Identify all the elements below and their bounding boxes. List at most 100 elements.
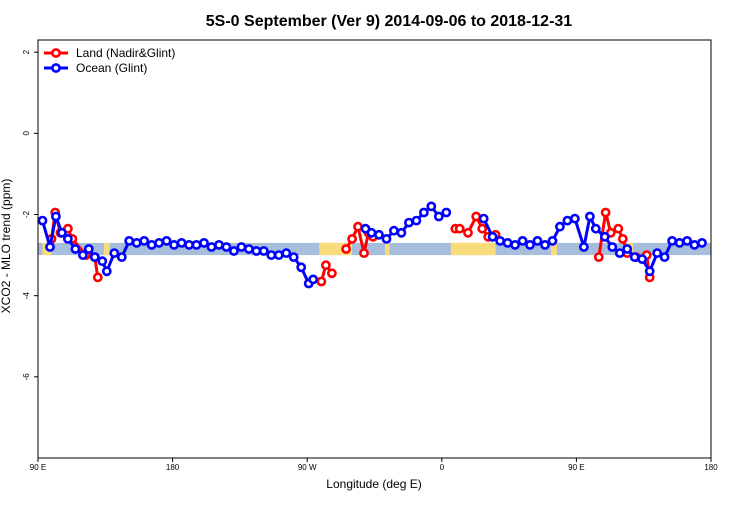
data-point xyxy=(433,211,444,222)
data-point xyxy=(617,233,628,244)
x-tick-label: 90 E xyxy=(30,463,46,472)
data-point xyxy=(97,256,108,267)
data-point xyxy=(426,201,437,212)
data-point xyxy=(613,223,624,234)
data-point xyxy=(570,213,580,224)
data-point xyxy=(146,239,157,250)
x-tick-label: 90 E xyxy=(568,463,584,472)
series-layer xyxy=(37,201,707,289)
data-point xyxy=(555,221,565,232)
data-point xyxy=(70,244,81,254)
data-point xyxy=(347,233,357,244)
y-axis: 2 0 -2 -4 -6 xyxy=(22,49,38,380)
data-point xyxy=(51,211,61,222)
data-point xyxy=(644,266,655,277)
data-point xyxy=(682,235,692,246)
data-point xyxy=(674,237,685,248)
data-point xyxy=(463,227,473,238)
data-point xyxy=(63,233,73,244)
data-point xyxy=(622,244,633,254)
data-point xyxy=(471,211,482,222)
data-point xyxy=(191,239,202,250)
data-point xyxy=(667,235,677,246)
legend-swatch-marker xyxy=(51,63,61,73)
data-point xyxy=(590,223,601,234)
data-point xyxy=(236,242,247,252)
data-point xyxy=(266,250,277,260)
data-point xyxy=(607,242,618,252)
data-point xyxy=(154,237,164,248)
x-axis: 90 E 180 90 W 0 90 E 180 xyxy=(30,458,718,472)
data-point xyxy=(637,254,648,264)
data-point xyxy=(381,233,392,244)
data-point xyxy=(169,239,179,250)
data-point xyxy=(139,235,150,246)
land-band-segment xyxy=(450,242,496,256)
data-point xyxy=(540,239,550,250)
x-tick-label: 180 xyxy=(166,463,180,472)
legend-item: Land (Nadir&Glint) xyxy=(44,46,175,60)
data-point xyxy=(161,235,172,246)
data-point xyxy=(109,248,120,258)
data-point xyxy=(308,274,319,285)
data-point xyxy=(599,231,610,242)
land-band-segment xyxy=(550,242,557,256)
y-tick-label: 2 xyxy=(22,49,31,54)
data-point xyxy=(281,248,292,258)
data-point xyxy=(57,227,67,238)
data-point xyxy=(359,248,369,258)
data-point xyxy=(243,244,254,254)
data-point xyxy=(288,252,299,262)
series-ocean xyxy=(37,201,707,289)
data-point xyxy=(454,223,465,234)
data-point xyxy=(124,235,135,246)
data-point xyxy=(45,242,55,252)
data-point xyxy=(579,242,589,252)
x-axis-label: Longitude (deg E) xyxy=(326,477,421,491)
data-point xyxy=(600,207,611,218)
data-point xyxy=(176,237,187,248)
data-point xyxy=(316,276,327,287)
data-point xyxy=(206,242,217,252)
data-point xyxy=(502,237,513,248)
y-tick-label: -4 xyxy=(22,292,31,300)
x-tick-label: 0 xyxy=(440,463,445,472)
legend-label: Ocean (Glint) xyxy=(76,61,147,75)
legend: Land (Nadir&Glint)Ocean (Glint) xyxy=(44,46,175,75)
data-point xyxy=(614,248,625,258)
land-band-segment xyxy=(103,242,110,256)
data-point xyxy=(296,262,307,273)
data-point xyxy=(221,242,232,252)
data-point xyxy=(92,272,103,283)
y-axis-label: XCO2 - MLO trend (ppm) xyxy=(0,179,13,314)
data-point xyxy=(326,268,337,279)
land-band-segment xyxy=(384,242,390,256)
x-tick-label: 180 xyxy=(704,463,718,472)
data-point xyxy=(517,235,528,246)
y-tick-label: 0 xyxy=(22,131,31,136)
data-point xyxy=(697,237,707,248)
data-point xyxy=(353,221,363,232)
data-point xyxy=(689,239,700,250)
y-tick-label: -6 xyxy=(22,373,31,381)
data-point xyxy=(495,235,505,246)
data-point xyxy=(659,252,670,262)
data-point xyxy=(441,207,452,218)
data-point xyxy=(273,250,284,260)
chart-title: 5S-0 September (Ver 9) 2014-09-06 to 201… xyxy=(206,13,573,30)
legend-label: Land (Nadir&Glint) xyxy=(76,46,175,60)
data-point xyxy=(37,215,48,226)
plot-frame xyxy=(37,39,712,459)
data-point xyxy=(258,246,269,256)
data-point xyxy=(629,252,640,262)
data-point xyxy=(547,235,558,246)
data-point xyxy=(593,252,604,262)
data-point xyxy=(388,225,399,236)
data-point xyxy=(562,215,573,226)
data-point xyxy=(418,207,429,218)
data-point xyxy=(199,237,209,248)
data-point xyxy=(585,211,595,222)
data-point xyxy=(374,229,384,240)
data-point xyxy=(341,244,351,254)
